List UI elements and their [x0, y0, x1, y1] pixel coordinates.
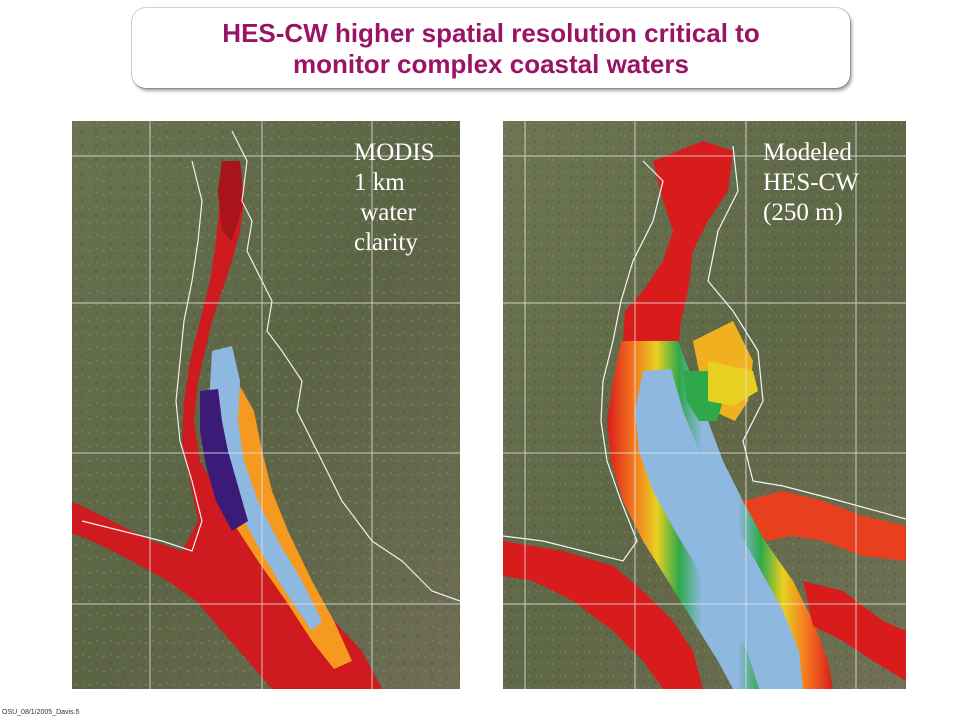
modis-map-panel: MODIS 1 km water clarity: [72, 121, 460, 689]
modis-label-line: water: [354, 199, 416, 226]
hescw-map-image: [503, 121, 906, 689]
hescw-southwest-river: [503, 541, 703, 689]
hescw-upper-turbid: [623, 141, 733, 361]
modis-label-line: 1 km: [354, 169, 405, 196]
title-line-2: monitor complex coastal waters: [293, 49, 689, 79]
hescw-map-panel: Modeled HES-CW (250 m): [503, 121, 906, 689]
modis-map-image: [72, 121, 460, 689]
slide-footer: OSU_08/1/2005_Davis.5: [2, 709, 80, 716]
modis-grid: [72, 121, 460, 689]
hescw-grid: [503, 121, 906, 689]
hescw-label: Modeled HES-CW (250 m): [763, 138, 859, 228]
modis-deep-water: [200, 389, 248, 531]
hescw-label-line: Modeled: [763, 139, 852, 166]
slide-title: HES-CW higher spatial resolution critica…: [132, 18, 850, 80]
hescw-label-line: (250 m): [763, 199, 843, 226]
modis-clear-water: [208, 346, 322, 631]
modis-label-line: clarity: [354, 229, 418, 256]
modis-label: MODIS 1 km water clarity: [354, 138, 435, 258]
hescw-east-river: [743, 491, 906, 561]
hescw-label-line: HES-CW: [763, 169, 859, 196]
modis-label-line: MODIS: [354, 139, 435, 166]
title-box: [132, 8, 850, 88]
title-line-1: HES-CW higher spatial resolution critica…: [222, 18, 760, 48]
hescw-clear-water: [635, 369, 803, 689]
